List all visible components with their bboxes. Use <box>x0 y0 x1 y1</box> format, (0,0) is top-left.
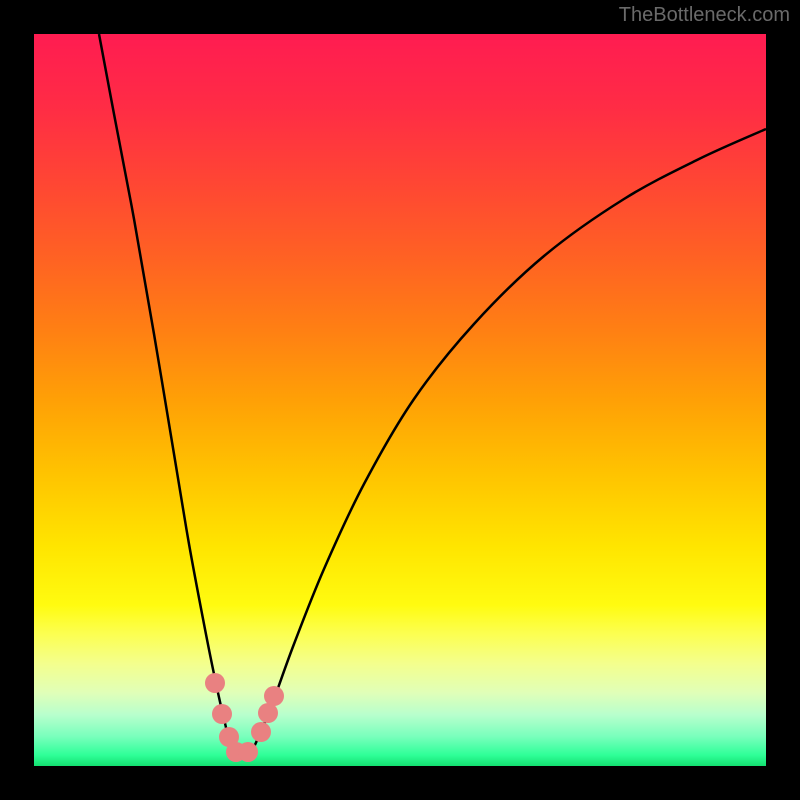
attribution-label: TheBottleneck.com <box>619 4 790 27</box>
chart-container: TheBottleneck.com <box>0 0 800 800</box>
curve-marker <box>238 742 258 762</box>
bottleneck-curve-chart <box>34 34 766 766</box>
curve-marker <box>258 703 278 723</box>
gradient-background <box>34 34 766 766</box>
curve-marker <box>212 704 232 724</box>
curve-marker <box>205 673 225 693</box>
curve-marker <box>264 686 284 706</box>
plot-area <box>34 34 766 766</box>
curve-marker <box>251 722 271 742</box>
